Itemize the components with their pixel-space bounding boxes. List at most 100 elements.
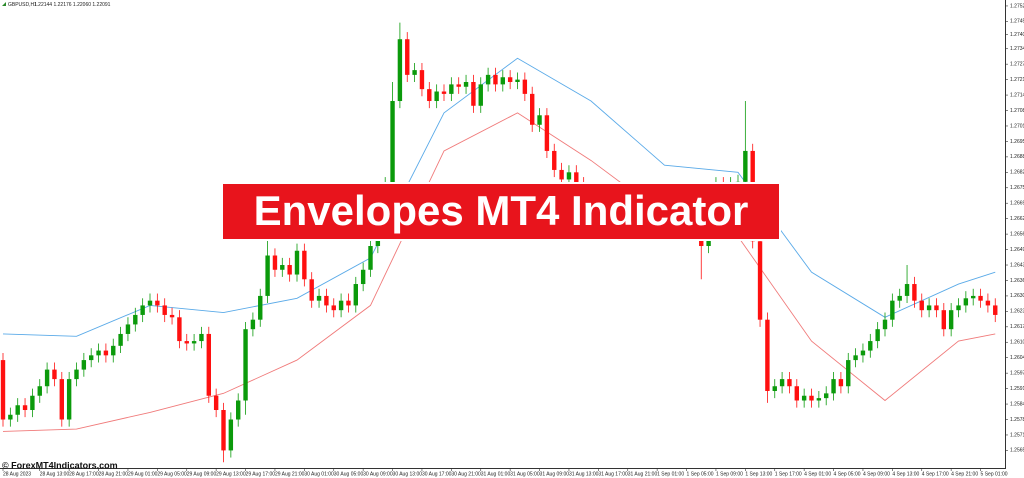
candle-body [302,250,307,280]
x-tick-label: 28 Aug 2023 [3,471,31,477]
candle-body [941,310,946,330]
candle-body [463,82,469,87]
x-tick-label: 30 Aug 05:00 [334,471,364,477]
candle-body [324,295,329,306]
candle-body [831,379,836,394]
candle-body [566,172,572,180]
x-tick-label: 31 Aug 13:00 [569,471,599,477]
candle-body [846,360,851,387]
candle-body [280,265,285,270]
candle-body [140,305,145,315]
candle-body [926,305,932,311]
candle-body [103,350,109,356]
candle-body [118,333,123,346]
candle-body [816,398,822,401]
y-tick-label: 1.25780 [1010,417,1024,423]
candle-body [89,355,94,361]
x-tick-label: 28 Aug 17:00 [69,471,99,477]
candle-body [441,91,447,94]
candle-body [236,400,241,420]
y-tick-label: 1.26950 [1010,139,1024,145]
y-tick-label: 1.26885 [1010,154,1024,160]
candle-body [912,284,917,301]
candle-body [162,305,167,315]
candle-body [96,350,101,356]
candle-body [515,79,520,83]
candle-body [507,77,513,83]
y-tick-label: 1.26625 [1010,216,1024,222]
x-tick-label: 5 Sep 01:00 [981,471,1008,477]
candle-body [779,379,785,387]
watermark: © ForexMT4Indicators.com [2,460,118,470]
y-tick-label: 1.25650 [1010,448,1024,454]
candle-body [133,314,138,325]
candle-body [978,295,983,301]
y-tick-label: 1.26235 [1010,309,1024,315]
y-tick-label: 1.26690 [1010,201,1024,207]
y-tick-label: 1.25975 [1010,370,1024,376]
candle-body [875,329,880,342]
candle-body [434,91,439,102]
candle-body [838,379,844,387]
candle-body [250,319,256,330]
candle-body [346,300,351,306]
candle-body [419,70,425,90]
y-tick-label: 1.27080 [1010,108,1024,114]
x-tick-label: 28 Aug 21:00 [99,471,129,477]
candle-body [81,360,87,370]
candle-body [500,77,505,85]
candle-body [74,369,79,380]
x-tick-label: 31 Aug 17:00 [598,471,628,477]
y-tick-label: 1.25845 [1010,401,1024,407]
candle-body [544,115,550,151]
x-tick-label: 1 Sep 17:00 [775,471,802,477]
x-tick-label: 29 Aug 21:00 [275,471,305,477]
candle-body [963,298,969,306]
x-tick-label: 29 Aug 17:00 [246,471,276,477]
overlay: Envelopes MT4 Indicator © ForexMT4Indica… [2,182,781,470]
candle-body [309,279,314,301]
candle-body [368,246,373,270]
y-tick-label: 1.27340 [1010,46,1024,52]
y-tick-label: 1.27520 [1010,3,1024,9]
y-tick-label: 1.25910 [1010,386,1024,392]
plot-area [0,22,998,463]
y-tick-label: 1.27275 [1010,62,1024,68]
candle-body [956,305,961,311]
candle-body [316,295,322,301]
candle-body [860,350,866,356]
x-tick-label: 31 Aug 09:00 [540,471,570,477]
symbol: GBPUSD,H1 [8,2,37,8]
candle-body [287,265,292,275]
candle-body [52,369,57,380]
candle-body [331,305,336,311]
candle-body [37,386,42,396]
candle-body [353,284,358,306]
x-tick-label: 30 Aug 01:00 [304,471,334,477]
candle-body [919,300,924,311]
candle-body [30,395,35,411]
candle-body [934,305,939,311]
candle-body [868,341,873,351]
ohlc-header: 1.22144 1.22176 1.22060 1.22091 [34,2,111,8]
y-tick-label: 1.26105 [1010,340,1024,346]
candle-body [213,395,219,411]
x-tick-label: 4 Sep 13:00 [892,471,919,477]
candle-body [743,150,748,182]
candle-body [757,241,763,320]
x-tick-label: 29 Aug 05:00 [157,471,187,477]
candle-body [15,405,20,415]
y-tick-label: 1.27015 [1010,123,1024,129]
symbol-icon [2,2,6,6]
x-tick-label: 30 Aug 13:00 [393,471,423,477]
y-tick-label: 1.27455 [1010,19,1024,25]
candle-body [853,355,858,361]
candle-body [552,150,557,170]
candle-body [522,79,528,94]
candle-body [258,295,263,320]
candle-body [360,269,366,285]
x-tick-label: 31 Aug 01:00 [481,471,511,477]
y-tick-label: 1.26300 [1010,293,1024,299]
candle-body [22,405,28,411]
